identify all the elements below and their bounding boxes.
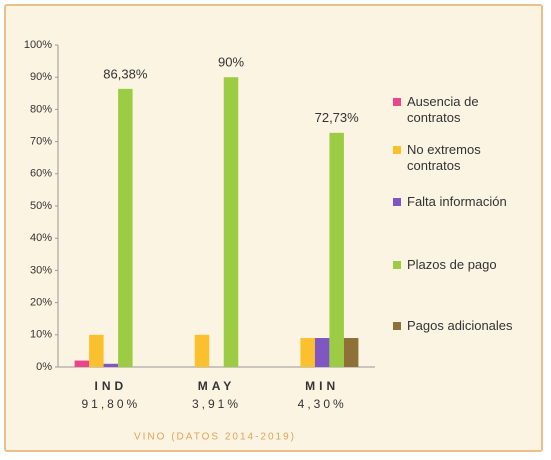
legend-item: No extremos contratos bbox=[393, 142, 548, 174]
legend-item: Plazos de pago bbox=[393, 257, 548, 273]
y-tick-label: 90% bbox=[30, 71, 52, 83]
bar bbox=[74, 360, 90, 367]
legend-swatch bbox=[393, 146, 401, 154]
legend-item: Pagos adicionales bbox=[393, 318, 548, 334]
data-label: 86,38% bbox=[103, 66, 148, 81]
x-tick-label: MAY bbox=[198, 379, 236, 393]
bar bbox=[314, 338, 330, 367]
bar bbox=[329, 132, 344, 367]
legend-swatch bbox=[393, 322, 401, 330]
bar bbox=[300, 338, 315, 367]
y-tick-label: 100% bbox=[24, 39, 52, 51]
x-tick-sublabel: 91,80% bbox=[81, 397, 140, 411]
legend-swatch bbox=[393, 98, 401, 106]
y-tick-label: 40% bbox=[30, 232, 52, 244]
y-tick-label: 0% bbox=[36, 361, 52, 373]
chart-title: VINO (DATOS 2014-2019) bbox=[134, 432, 296, 443]
legend-item: Falta información bbox=[393, 194, 548, 210]
legend-label: Pagos adicionales bbox=[407, 318, 513, 333]
legend-label: Plazos de pago bbox=[407, 257, 497, 272]
bar bbox=[118, 88, 133, 368]
legend-swatch bbox=[393, 198, 401, 206]
y-tick-label: 20% bbox=[30, 297, 52, 309]
bar bbox=[343, 338, 359, 367]
data-label: 90% bbox=[218, 55, 244, 70]
x-tick-label: IND bbox=[94, 379, 127, 393]
x-tick-sublabel: 4,30% bbox=[298, 397, 347, 411]
y-tick-label: 30% bbox=[30, 264, 52, 276]
y-tick-label: 80% bbox=[30, 103, 52, 115]
x-tick-sublabel: 3,91% bbox=[192, 397, 241, 411]
y-tick-label: 50% bbox=[30, 200, 52, 212]
chart-panel bbox=[4, 4, 543, 452]
legend-label: Ausencia de contratos bbox=[407, 94, 479, 125]
legend-label: No extremos contratos bbox=[407, 142, 481, 173]
data-label: 72,73% bbox=[315, 110, 360, 125]
y-tick-label: 60% bbox=[30, 168, 52, 180]
bar bbox=[194, 334, 210, 367]
bar bbox=[103, 363, 119, 367]
y-tick-label: 10% bbox=[30, 329, 52, 341]
legend-label: Falta información bbox=[407, 194, 507, 209]
bar bbox=[223, 77, 239, 367]
x-tick-label: MIN bbox=[305, 379, 339, 393]
legend-swatch bbox=[393, 261, 401, 269]
legend-item: Ausencia de contratos bbox=[393, 94, 548, 126]
bar bbox=[89, 334, 104, 367]
y-tick-label: 70% bbox=[30, 136, 52, 148]
